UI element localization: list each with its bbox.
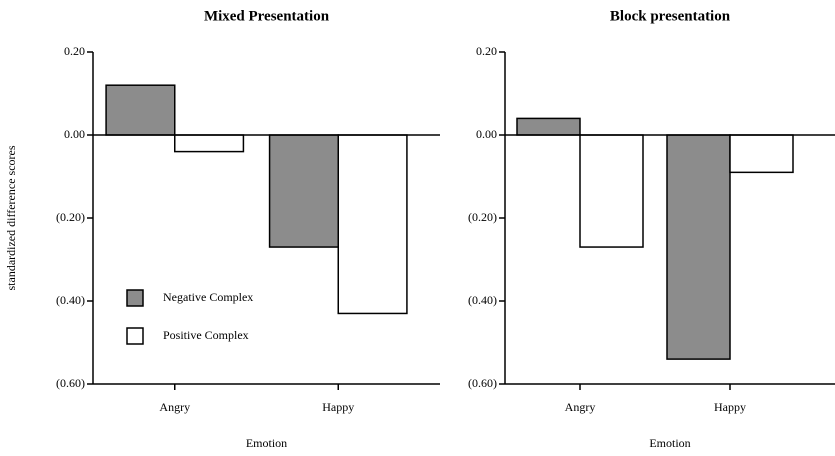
bar [516,117,581,136]
y-tick-label: 0.00 [64,127,85,141]
legend-swatch [126,289,144,307]
bar [337,134,408,315]
y-tick-label: (0.20) [56,210,85,224]
bar [268,134,339,248]
x-tick-label: Angry [159,400,190,414]
x-tick-label: Angry [565,400,596,414]
bar [105,84,176,136]
y-tick-label: 0.20 [476,44,497,58]
y-tick-label: (0.40) [468,293,497,307]
legend-label: Negative Complex [163,290,253,304]
y-tick-label: 0.00 [476,127,497,141]
bar [729,134,794,174]
y-tick-label: (0.60) [56,376,85,390]
bar [174,134,245,153]
x-axis-label: Emotion [649,436,690,450]
chart-title: Mixed Presentation [204,8,330,24]
bar [579,134,644,248]
legend-swatch [126,327,144,345]
legend-label: Positive Complex [163,328,249,342]
y-axis-label: standardized difference scores [4,145,18,290]
y-tick-label: 0.20 [64,44,85,58]
chart-title: Block presentation [610,8,731,24]
y-tick-label: (0.20) [468,210,497,224]
x-axis-label: Emotion [246,436,287,450]
y-tick-label: (0.40) [56,293,85,307]
x-tick-label: Happy [714,400,746,414]
x-tick-label: Happy [322,400,354,414]
bar [666,134,731,360]
y-tick-label: (0.60) [468,376,497,390]
